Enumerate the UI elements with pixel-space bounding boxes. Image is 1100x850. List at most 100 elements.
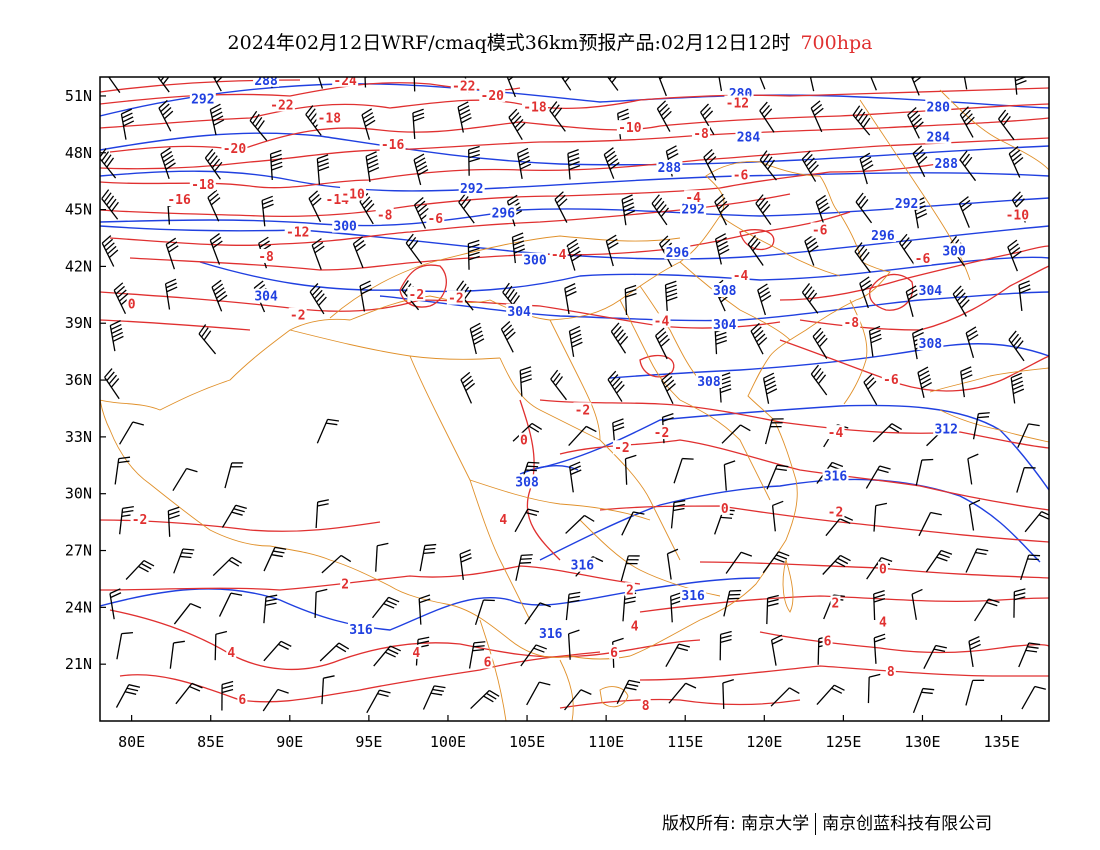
y-tick-label: 51N xyxy=(65,87,92,105)
geopotential-label-bg xyxy=(933,421,960,436)
wind-barb xyxy=(771,500,784,532)
geopotential-label-bg xyxy=(680,201,707,216)
geopotential-label: 292 xyxy=(460,182,483,197)
wind-barb xyxy=(474,599,495,626)
temperature-contour-line xyxy=(759,631,1049,654)
geopotential-label: 312 xyxy=(934,422,957,437)
geopotential-label: 304 xyxy=(713,318,737,333)
temperature-label-bg xyxy=(616,120,643,135)
wind-barb xyxy=(263,546,287,572)
x-tick-label: 120E xyxy=(746,733,782,751)
temperature-label: -24 xyxy=(333,74,357,89)
wind-barb xyxy=(714,193,730,226)
temperature-label-bg xyxy=(573,402,592,417)
wind-barb xyxy=(658,77,667,97)
province-line xyxy=(719,215,841,277)
wind-barb xyxy=(1018,642,1041,668)
wind-barb xyxy=(905,285,919,317)
wind-barb xyxy=(500,320,516,353)
temperature-label-bg xyxy=(640,697,651,712)
y-tick-label: 24N xyxy=(65,598,92,616)
province-line xyxy=(469,479,531,621)
wind-barb xyxy=(759,150,777,181)
wind-barb xyxy=(747,234,764,266)
x-tick-label: 105E xyxy=(509,733,545,751)
temperature-contour-line xyxy=(699,561,1049,579)
geopotential-label: 300 xyxy=(333,220,357,235)
geopotential-label: 308 xyxy=(697,375,721,390)
wind-barb xyxy=(198,324,217,355)
wind-barb xyxy=(101,235,119,267)
geopotential-label-bg xyxy=(869,228,896,243)
geopotential-contour-line xyxy=(100,197,1049,227)
wind-barb xyxy=(204,148,223,180)
geopotential-label-bg xyxy=(735,129,762,144)
wind-barb xyxy=(212,77,223,92)
temperature-label: 6 xyxy=(238,693,246,708)
x-tick-label: 125E xyxy=(825,733,861,751)
map-frame xyxy=(99,76,1050,722)
wind-barb xyxy=(1008,330,1025,362)
temperature-label: 8 xyxy=(887,665,895,680)
wind-barb xyxy=(965,326,979,359)
wind-barb xyxy=(621,194,636,226)
temperature-label-bg xyxy=(877,561,888,576)
wind-barb xyxy=(766,464,789,490)
wind-barb xyxy=(670,499,686,529)
temperature-label-bg xyxy=(316,110,343,125)
temperature-label-bg xyxy=(189,176,216,191)
temperature-label: -12 xyxy=(286,225,309,240)
geopotential-label-bg xyxy=(458,180,485,195)
wind-barb xyxy=(511,232,526,264)
wind-barb xyxy=(412,108,425,139)
title-main: 2024年02月12日WRF/cmaq模式36km预报产品:02月12日12时 xyxy=(227,32,791,54)
geopotential-label: 316 xyxy=(681,589,705,604)
wind-barb xyxy=(314,588,328,618)
temperature-label-bg xyxy=(692,125,711,140)
wind-barb xyxy=(458,192,475,224)
temperature-label-bg xyxy=(881,372,900,387)
wind-barb xyxy=(366,689,391,714)
wind-barb xyxy=(965,548,989,573)
temperature-label: 0 xyxy=(520,434,528,449)
wind-barb xyxy=(1014,77,1027,95)
wind-barb xyxy=(959,150,977,182)
wind-barb xyxy=(873,590,886,621)
wind-barbs xyxy=(100,77,1049,714)
wind-barb xyxy=(867,673,881,704)
temperature-label-bg xyxy=(1004,207,1031,222)
geopotential-label-bg xyxy=(925,99,952,114)
wind-barb xyxy=(120,108,135,140)
geopotential-contour-line xyxy=(609,343,1049,379)
temperature-label-bg xyxy=(426,211,445,226)
wind-barb xyxy=(912,687,935,714)
temperature-label: -8 xyxy=(693,127,709,142)
wind-barb xyxy=(169,640,185,669)
indochina-outline xyxy=(559,659,574,721)
wind-barb xyxy=(207,189,221,222)
geopotential-label-bg xyxy=(680,587,707,602)
wind-barb xyxy=(568,325,583,357)
temperature-label: -10 xyxy=(341,187,365,202)
geopotential-label-bg xyxy=(925,129,952,144)
geopotential-label: 296 xyxy=(871,229,895,244)
temperature-label: -6 xyxy=(812,223,828,238)
temperature-label: -2 xyxy=(828,506,844,521)
copyright-right: 南京创蓝科技有限公司 xyxy=(822,814,993,834)
wind-barb xyxy=(859,152,874,185)
geopotential-label: 292 xyxy=(191,93,214,108)
geopotential-label-bg xyxy=(711,283,738,298)
wind-barb xyxy=(315,499,329,529)
wind-barb xyxy=(116,632,134,660)
temperature-contour-line xyxy=(399,264,447,308)
geopotential-label-bg xyxy=(506,303,533,318)
wind-barb xyxy=(899,233,915,265)
wind-barb xyxy=(972,412,990,440)
temperature-label-bg xyxy=(407,286,426,301)
wind-barb xyxy=(316,154,330,185)
geopotential-label: 308 xyxy=(515,475,539,490)
temperature-label: -2 xyxy=(614,441,630,456)
x-tick-label: 85E xyxy=(197,733,224,751)
wind-barb xyxy=(309,283,327,315)
temperature-contour-line xyxy=(559,698,801,709)
